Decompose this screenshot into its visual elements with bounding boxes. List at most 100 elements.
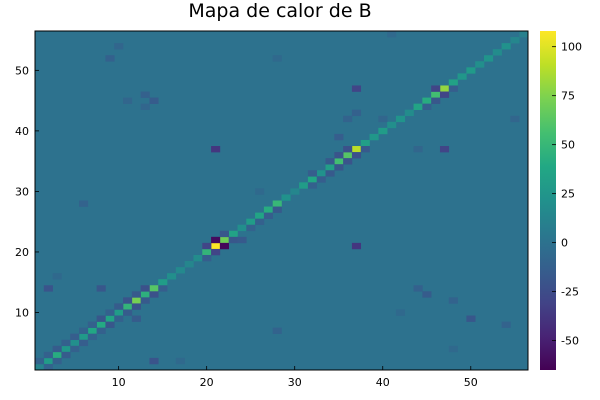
heatmap-cell: [237, 236, 247, 244]
heatmap-cell: [351, 85, 362, 92]
heatmap-cell: [307, 182, 318, 189]
heatmap-cell: [43, 357, 53, 365]
heatmap-cell: [325, 170, 335, 177]
heatmap-cell: [96, 285, 106, 292]
heatmap-cell: [439, 146, 450, 153]
heatmap-cell: [140, 285, 150, 292]
heatmap-cell: [158, 279, 168, 286]
heatmap-cell: [466, 67, 476, 74]
heatmap-cell: [87, 327, 97, 334]
heatmap-cell: [202, 248, 212, 256]
heatmap-cell: [448, 297, 458, 304]
heatmap-cell: [448, 85, 458, 92]
heatmap-cell: [219, 236, 229, 244]
colorbar-tick-label: -25: [561, 286, 579, 299]
plot-frame: [34, 30, 529, 371]
heatmap-cell: [351, 242, 362, 250]
heatmap-cell: [35, 363, 45, 371]
heatmap-cell: [378, 127, 388, 135]
heatmap-cell: [343, 152, 353, 159]
heatmap-cell: [149, 97, 159, 104]
heatmap-cell: [334, 164, 344, 171]
heatmap-cell: [387, 31, 397, 38]
heatmap-cell: [79, 333, 89, 341]
heatmap-cell: [325, 164, 335, 171]
heatmap-cell: [448, 79, 458, 86]
heatmap-cell: [439, 85, 450, 92]
colorbar-tick-label: 50: [561, 139, 575, 152]
heatmap-cell: [475, 61, 485, 68]
heatmap-cell: [378, 115, 388, 123]
heatmap-cell: [413, 103, 423, 110]
heatmap-cell: [202, 242, 212, 250]
x-tick-label: 40: [376, 376, 390, 389]
x-tick-label: 50: [464, 376, 478, 389]
heatmap-cell: [351, 109, 362, 117]
heatmap-cell: [343, 146, 353, 153]
heatmap-cell: [448, 345, 458, 353]
heatmap-cell: [43, 285, 53, 292]
heatmap-cell: [131, 315, 141, 322]
heatmap-cell: [123, 303, 133, 310]
heatmap-cell: [343, 115, 353, 123]
axes: 10 20 30 40 50 10 20 30 40 50: [15, 64, 478, 389]
heatmap-cell: [255, 188, 265, 195]
heatmap-cell: [123, 97, 133, 104]
heatmap-cell: [422, 103, 432, 110]
heatmap-cell: [149, 285, 159, 292]
heatmap-cell: [228, 236, 238, 244]
heatmap-cell: [167, 273, 177, 280]
heatmap-cell: [211, 236, 221, 244]
heatmap-cell: [334, 152, 344, 159]
heatmap-cell: [369, 133, 379, 141]
heatmap-cell: [193, 254, 203, 262]
heatmap-cell: [510, 115, 520, 123]
colorbar: [540, 31, 556, 370]
heatmap-cell: [123, 309, 133, 316]
heatmap-cell: [307, 170, 318, 177]
heatmap-cell: [228, 230, 238, 238]
heatmap-cell: [422, 97, 432, 104]
heatmap-cell: [202, 254, 212, 262]
heatmap-cell: [96, 315, 106, 322]
heatmap-cell: [211, 146, 221, 153]
heatmap-cell: [316, 170, 326, 177]
heatmap-cell: [140, 291, 150, 298]
heatmap-cell: [413, 146, 423, 153]
colorbar-ticks: 100 75 50 25 0 -25 -50: [552, 41, 582, 348]
heatmap-cell: [492, 49, 502, 56]
heatmap-cell: [52, 345, 62, 353]
heatmap-cell: [272, 206, 282, 213]
heatmap-cell: [457, 73, 467, 80]
heatmap-cell: [105, 315, 115, 322]
heatmap-cell: [360, 139, 370, 147]
heatmap-cell: [61, 345, 71, 353]
heatmap-cell: [87, 321, 97, 328]
heatmap-cell: [35, 357, 45, 365]
heatmap-cell: [70, 339, 80, 347]
x-tick-label: 30: [288, 376, 302, 389]
heatmap-cell: [79, 327, 89, 334]
heatmap-cell: [237, 224, 247, 232]
colorbar-tick-label: 75: [561, 90, 575, 103]
heatmap-cell: [211, 248, 221, 256]
heatmap-cell: [431, 97, 441, 104]
heatmap-cell: [70, 333, 80, 341]
heatmap-cell: [307, 176, 318, 183]
heatmap-cell: [422, 291, 432, 298]
heatmap-cells: [35, 31, 529, 371]
heatmap-cell: [105, 309, 115, 316]
heatmap-cell: [131, 291, 141, 298]
heatmap-cell: [501, 321, 511, 328]
heatmap-cell: [246, 224, 256, 232]
heatmap-cell: [263, 206, 273, 213]
heatmap-cell: [114, 43, 124, 50]
heatmap-cell: [219, 242, 229, 250]
heatmap-cell: [175, 267, 185, 274]
heatmap-cell: [105, 321, 115, 328]
y-tick-label: 20: [15, 246, 29, 259]
heatmap-cell: [96, 327, 106, 334]
heatmap-cell: [52, 273, 62, 280]
heatmap-cell: [96, 321, 106, 328]
